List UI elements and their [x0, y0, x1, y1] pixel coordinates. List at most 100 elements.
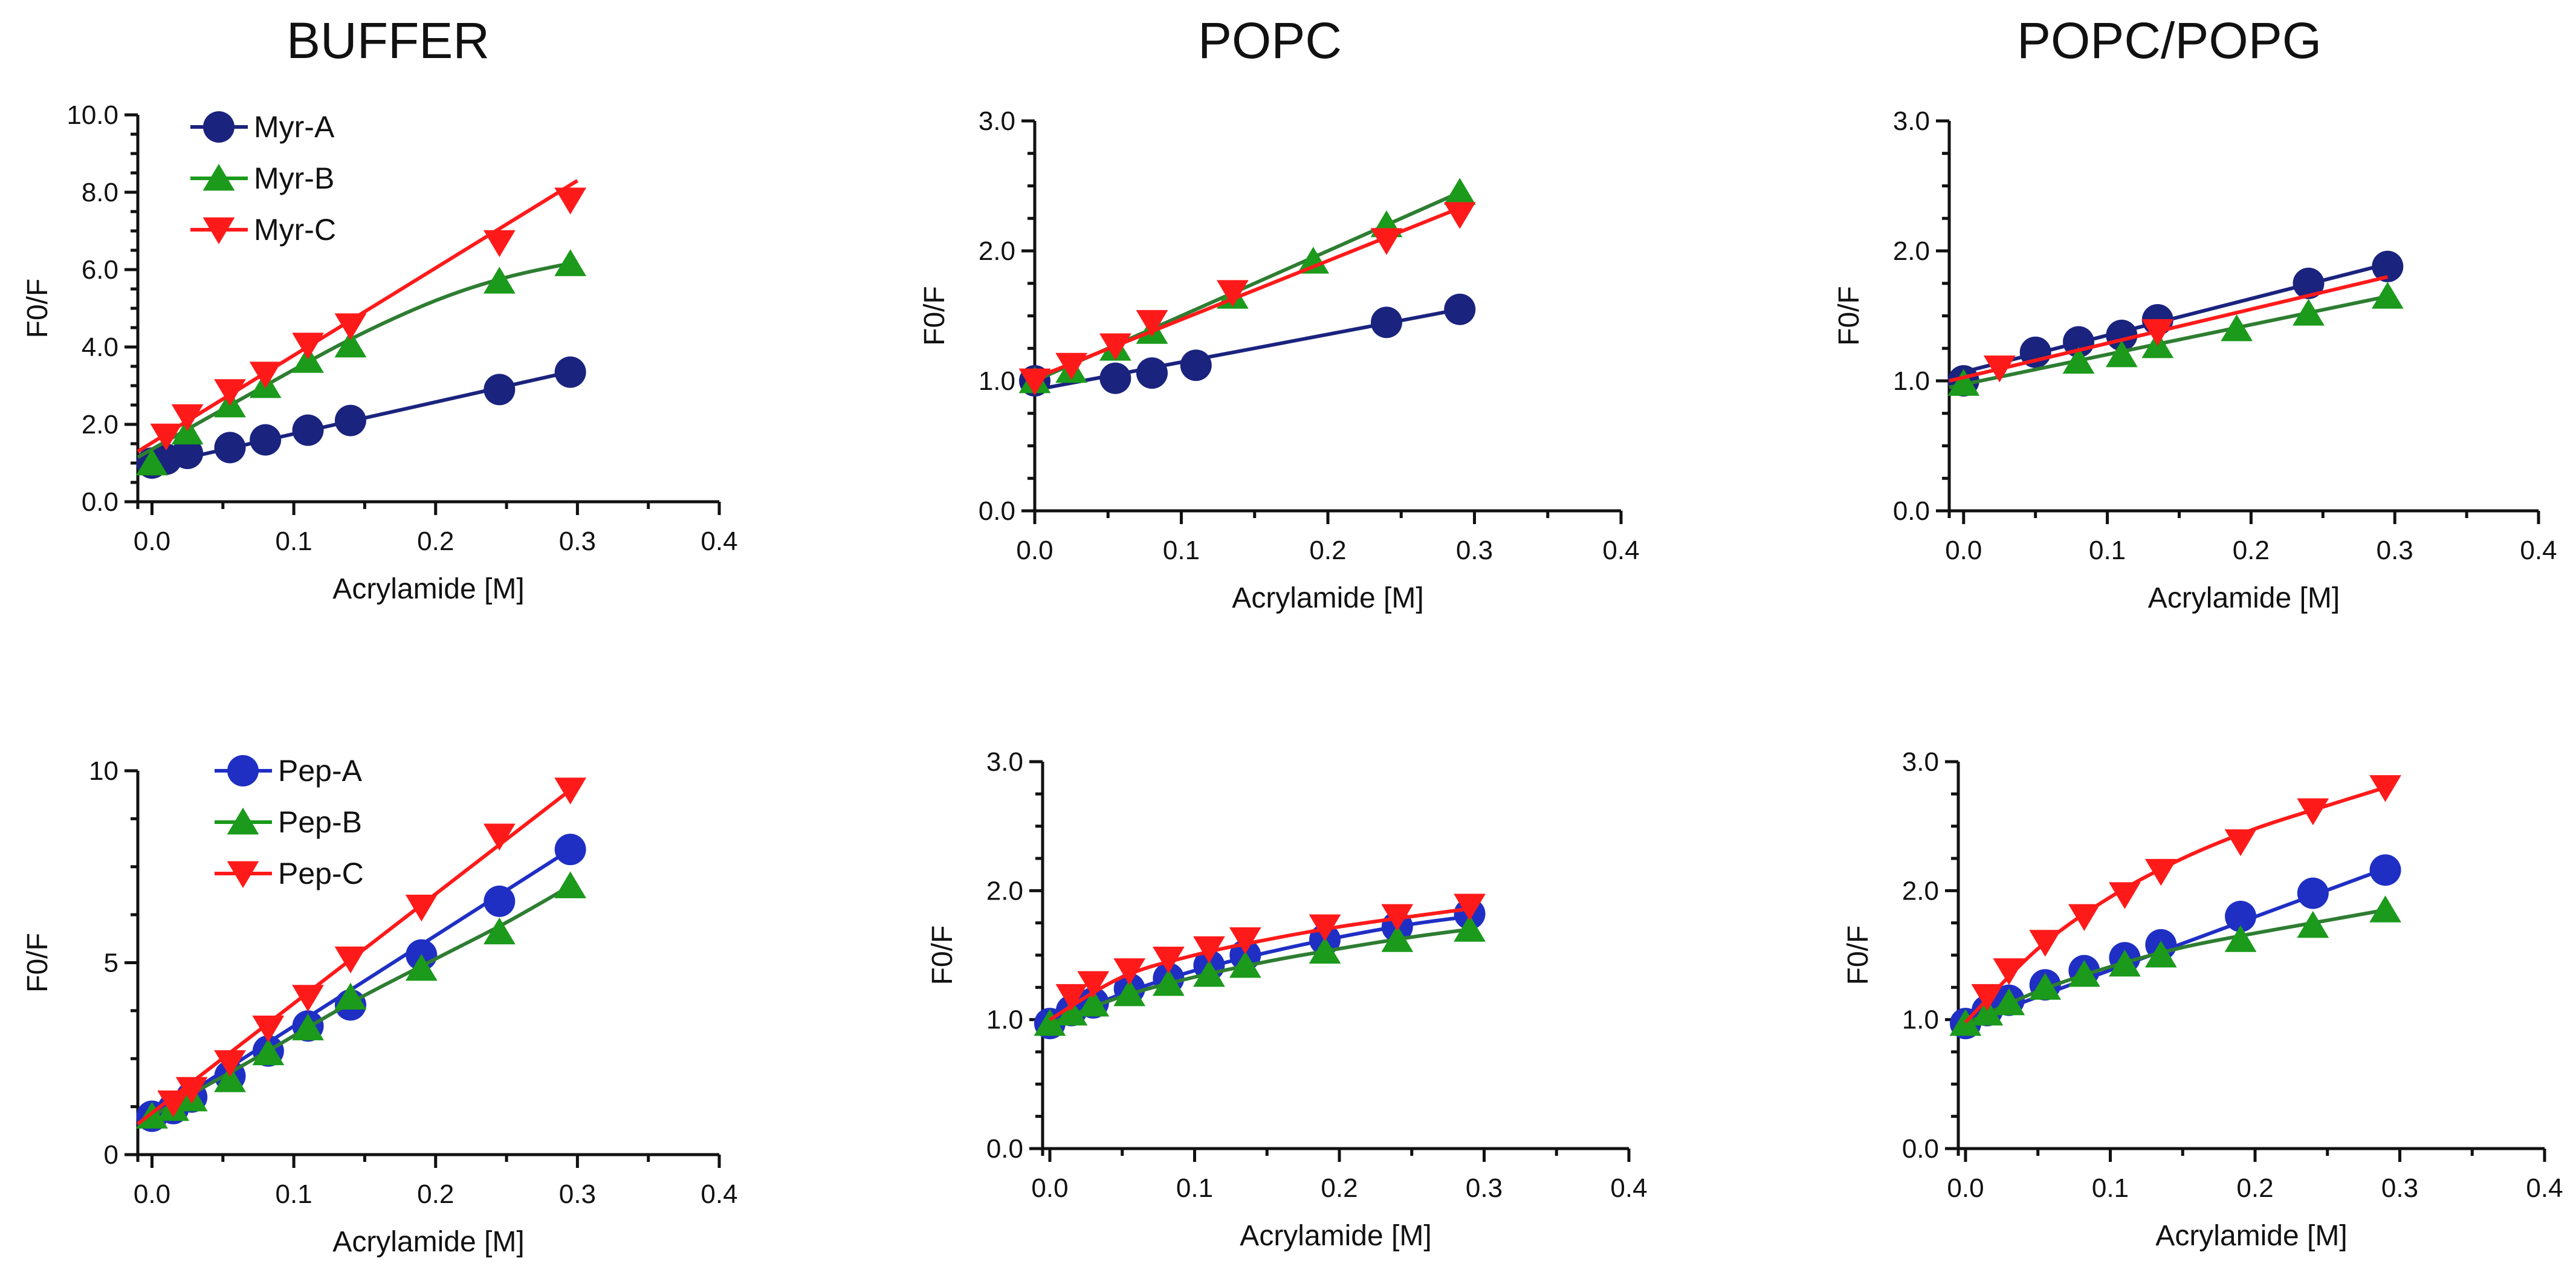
data-point-pep-b — [2369, 895, 2401, 922]
series-pep-c — [1049, 893, 1486, 1022]
series-myr-b — [1947, 282, 2404, 396]
data-point-pep-b — [2144, 941, 2177, 968]
data-point-pep-b — [1152, 968, 1185, 996]
data-point-pep-c — [2369, 775, 2401, 802]
y-tick-label: 4.0 — [82, 332, 118, 362]
data-point-pep-c — [214, 1050, 246, 1077]
y-tick-label: 1.0 — [1893, 366, 1930, 396]
data-point-myr-a — [292, 414, 324, 446]
y-tick-label: 0.0 — [1902, 1134, 1939, 1164]
data-point-myr-a — [1180, 349, 1212, 381]
data-point-myr-c — [2141, 319, 2174, 346]
data-point-myr-b — [2062, 346, 2095, 374]
y-tick-label: 3.0 — [986, 747, 1023, 777]
data-point-pep-b — [1055, 999, 1088, 1026]
data-point-pep-b — [2029, 973, 2062, 1000]
x-axis-title: Acrylamide [M] — [2155, 1220, 2347, 1252]
data-point-myr-c — [1216, 280, 1249, 307]
data-point-myr-c — [1099, 333, 1131, 360]
data-point-pep-c — [405, 895, 438, 922]
data-point-pep-a — [554, 834, 586, 866]
y-axis-title: F0/F — [1842, 926, 1874, 985]
legend-marker-myr-a — [203, 111, 235, 143]
x-axis-title: Acrylamide [M] — [2148, 582, 2340, 614]
x-tick-label: 0.1 — [1163, 536, 1200, 565]
data-point-pep-c — [2144, 858, 2177, 886]
data-point-myr-b — [2371, 282, 2404, 309]
data-point-pep-c — [1971, 984, 2004, 1011]
data-point-pep-c — [1113, 958, 1146, 985]
legend-label-myr-c: Myr-C — [254, 213, 336, 247]
x-axis-title: Acrylamide [M] — [332, 1226, 524, 1258]
series-pep-a — [1034, 898, 1486, 1040]
legend-label-pep-c: Pep-C — [278, 857, 364, 890]
data-point-myr-c — [483, 230, 516, 258]
x-tick-label: 0.3 — [1466, 1173, 1503, 1203]
legend-marker-pep-b — [227, 808, 259, 835]
x-tick-label: 0.2 — [2233, 536, 2270, 565]
x-tick-label: 0.4 — [701, 527, 737, 556]
data-point-myr-a — [1099, 362, 1131, 394]
x-tick-label: 0.0 — [1945, 536, 1982, 565]
y-tick-label: 1.0 — [986, 1005, 1023, 1035]
data-point-myr-a — [250, 424, 282, 456]
data-point-myr-a — [2372, 250, 2404, 282]
data-point-pep-b — [1229, 951, 1261, 978]
fit-line-myr-c — [1949, 275, 2388, 383]
data-point-myr-b — [2293, 299, 2325, 326]
data-point-pep-c — [1381, 904, 1414, 931]
y-tick-label: 3.0 — [1902, 747, 1939, 777]
series-pep-b — [1034, 915, 1486, 1036]
y-tick-label: 3.0 — [979, 106, 1015, 136]
series-myr-c — [1949, 275, 2388, 383]
data-point-pep-c — [1152, 947, 1185, 974]
data-point-pep-c — [2068, 904, 2100, 931]
data-point-myr-a — [2293, 267, 2325, 299]
data-point-pep-c — [292, 985, 324, 1012]
x-tick-label: 0.2 — [1309, 536, 1346, 565]
legend-label-pep-b: Pep-B — [278, 805, 362, 839]
data-point-myr-c — [292, 332, 324, 360]
series-myr-c — [137, 179, 587, 453]
legend-marker-myr-c — [202, 217, 235, 244]
x-tick-label: 0.2 — [2236, 1173, 2273, 1203]
data-point-pep-c — [2224, 829, 2257, 857]
data-point-pep-c — [2029, 930, 2062, 957]
data-point-pep-a — [484, 885, 516, 917]
y-tick-label: 2.0 — [1902, 876, 1939, 906]
data-point-pep-b — [2297, 910, 2329, 938]
x-tick-label: 0.1 — [276, 527, 312, 556]
data-point-pep-c — [1993, 958, 2025, 985]
data-point-pep-c — [1229, 927, 1261, 955]
y-axis-title: F0/F — [927, 926, 959, 985]
x-tick-label: 0.0 — [1016, 536, 1053, 565]
y-tick-label: 0.0 — [1893, 496, 1930, 526]
chart-popcpopg-myr: 0.0 0.1 0.2 0.3 0.4 0.0 1.0 2.0 3.0 Acrylamide [M… — [1833, 106, 2557, 614]
y-tick-label: 0.0 — [979, 496, 1015, 526]
legend-label-myr-b: Myr-B — [254, 161, 334, 195]
data-point-pep-b — [292, 1013, 324, 1040]
data-point-myr-a — [172, 438, 204, 469]
data-point-myr-a — [484, 374, 516, 406]
series-myr-b — [136, 249, 587, 476]
chart-popcpopg-pep: 0.0 0.1 0.2 0.3 0.4 0.0 1.0 2.0 3.0 Acrylamide [M… — [1842, 747, 2563, 1252]
y-tick-label: 6.0 — [82, 255, 118, 285]
legend-marker-pep-a — [227, 755, 259, 786]
y-axis-title: F0/F — [22, 933, 54, 993]
data-point-myr-c — [1983, 355, 2016, 383]
x-tick-label: 0.2 — [417, 1179, 454, 1209]
data-point-myr-b — [483, 267, 516, 294]
chart-popc-myr: 0.0 0.1 0.2 0.3 0.4 0.0 1.0 2.0 3.0 Acrylamide [M… — [919, 106, 1640, 614]
data-point-myr-a — [1136, 357, 1168, 389]
x-axis-title: Acrylamide [M] — [332, 573, 524, 605]
series-pep-c — [1964, 775, 2401, 1024]
data-point-pep-c — [1309, 914, 1341, 942]
data-point-pep-c — [554, 777, 587, 805]
data-point-myr-c — [214, 379, 246, 406]
data-point-pep-c — [2297, 798, 2329, 826]
y-tick-label: 10 — [89, 756, 118, 786]
data-point-myr-b — [1947, 369, 1980, 396]
x-tick-label: 0.4 — [1602, 536, 1639, 565]
